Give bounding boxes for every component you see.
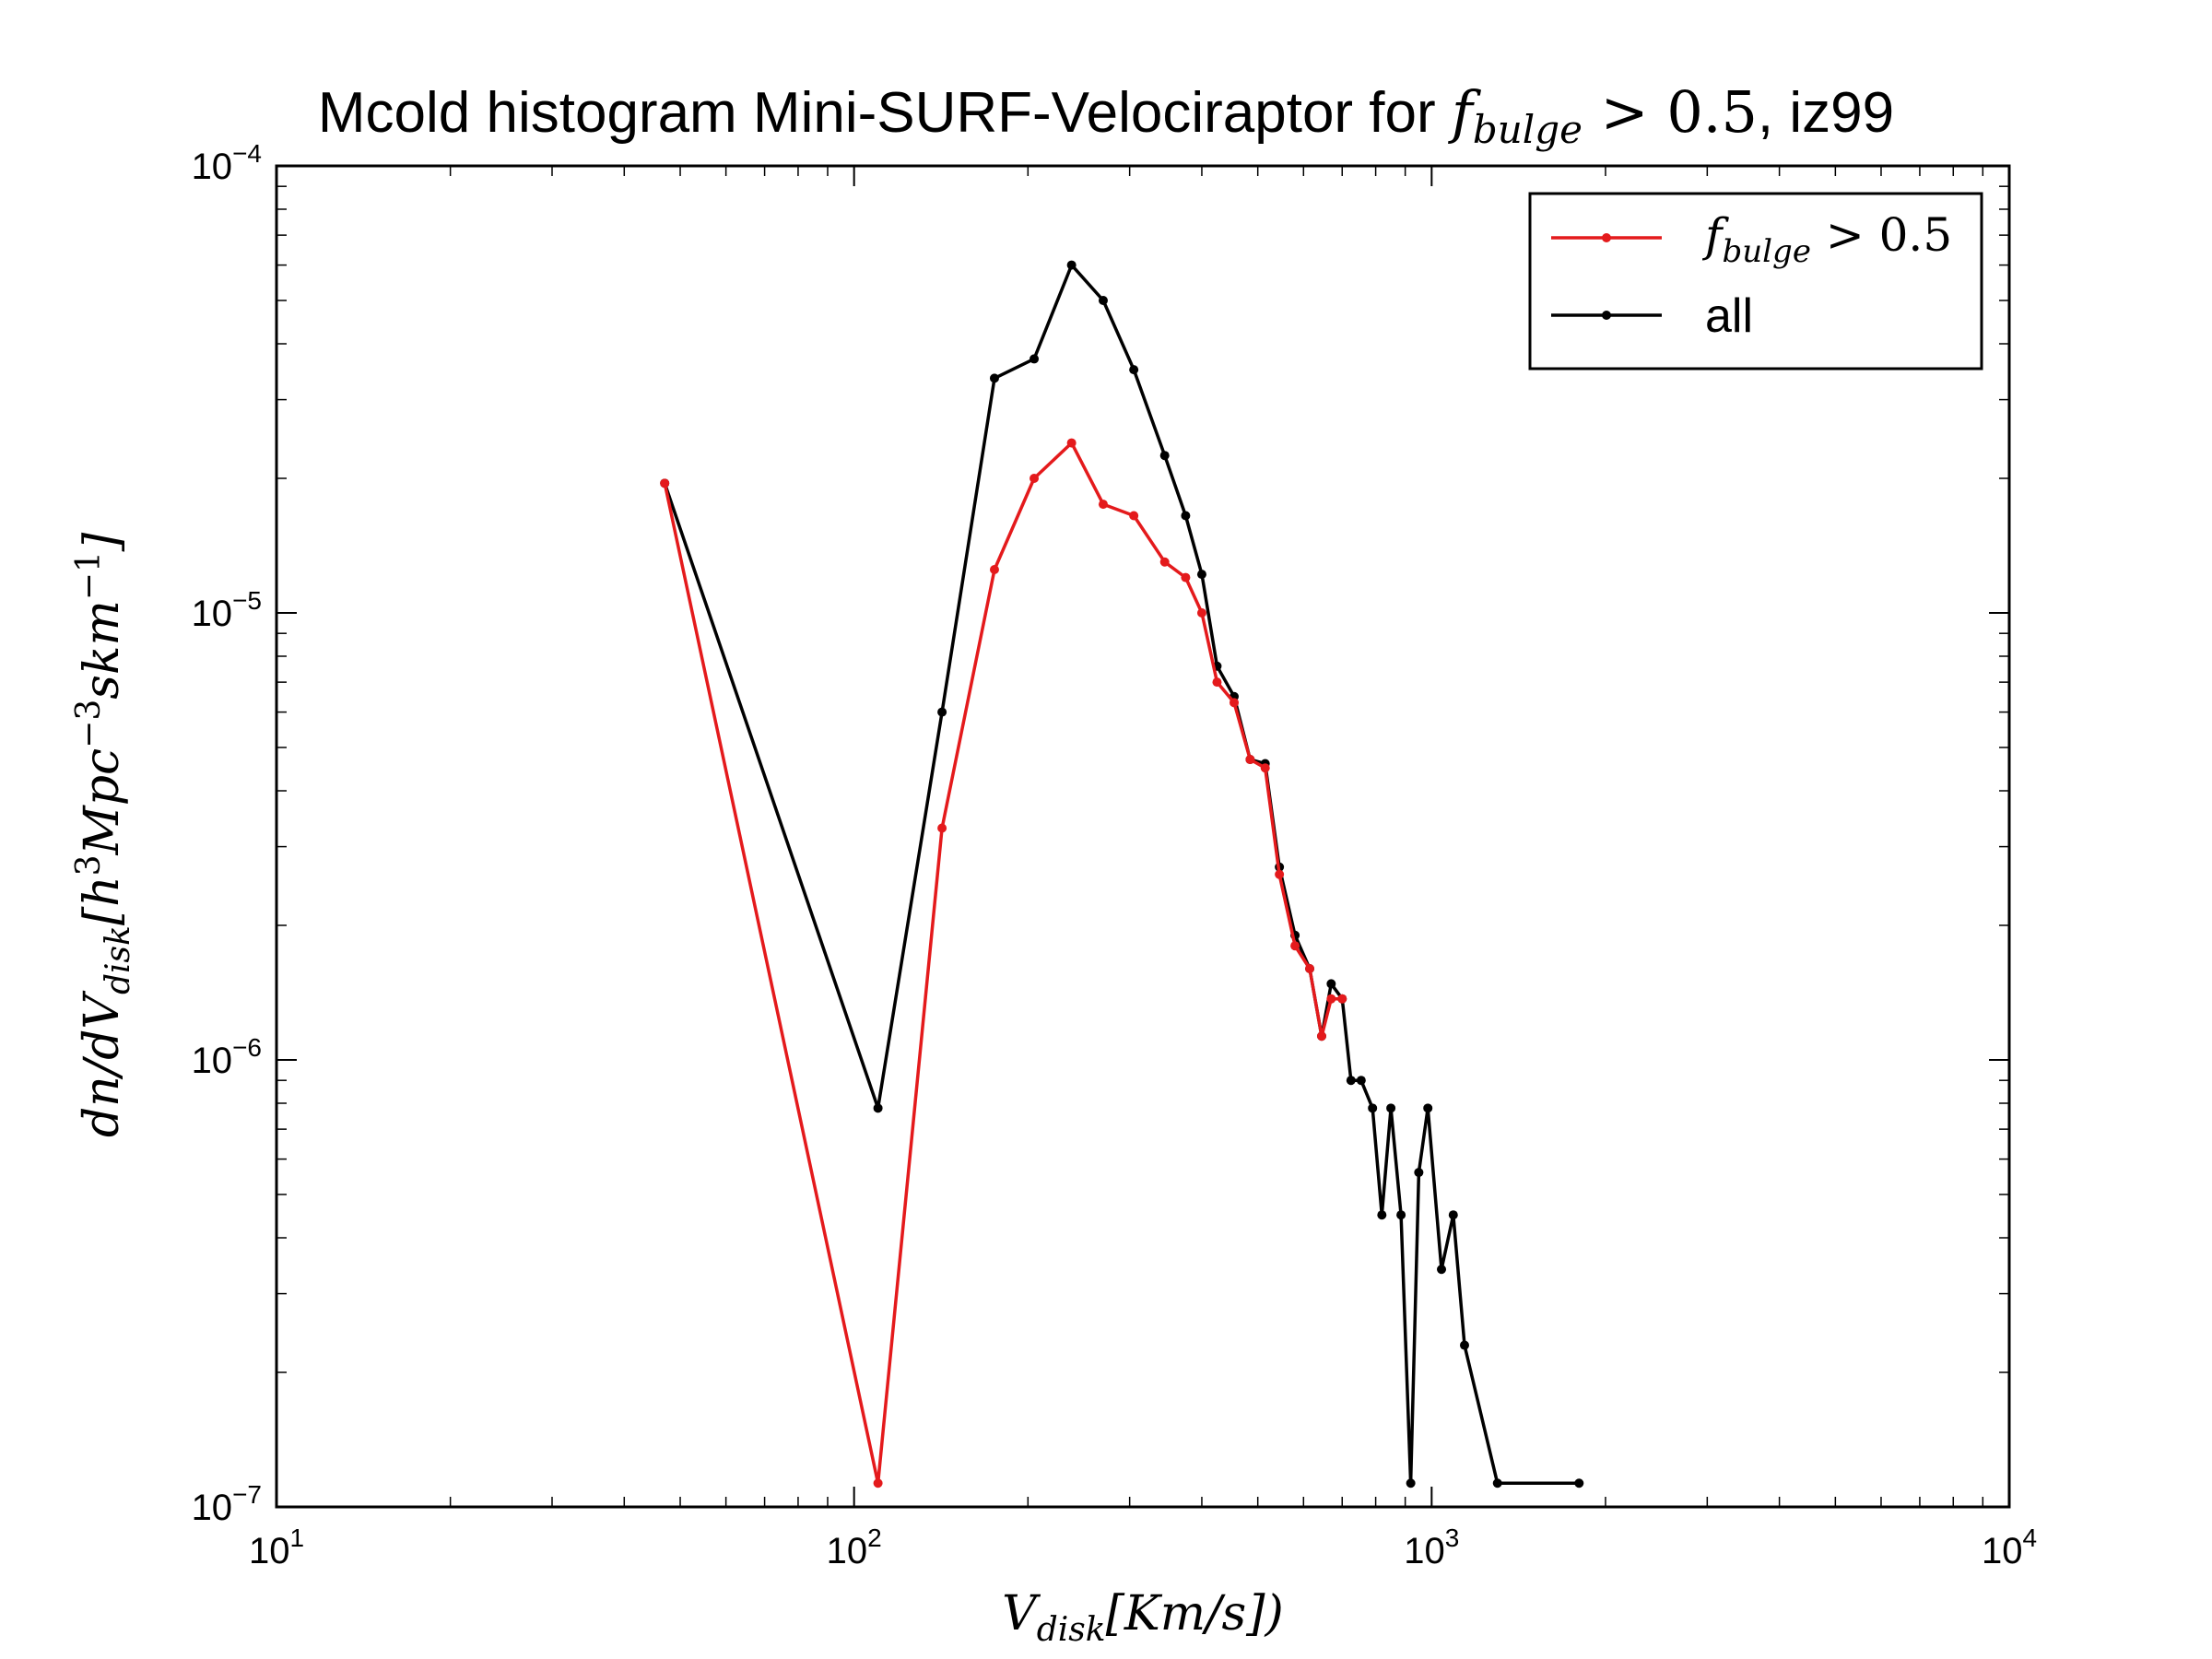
series-all-point [1386, 1103, 1396, 1113]
series-fbulge-point [1245, 755, 1255, 765]
x-tick-label: 101 [249, 1524, 304, 1571]
x-tick-label: 103 [1404, 1524, 1459, 1571]
series-fbulge-point [1030, 474, 1040, 484]
series-all-point [1492, 1478, 1502, 1488]
series-fbulge-point [1230, 698, 1240, 708]
series-all-point [1098, 295, 1108, 305]
series-all-point [873, 1103, 883, 1113]
series-all-point [1406, 1478, 1416, 1488]
y-tick-label: 10−7 [192, 1480, 262, 1528]
series-fbulge-point [1316, 1031, 1326, 1041]
series-fbulge-point [1098, 500, 1108, 510]
chart-title: Mcold histogram Mini-SURF-Velociraptor f… [318, 78, 1894, 152]
series-fbulge-point [1066, 438, 1077, 448]
x-tick-labels: 101 102 103 104 [249, 1524, 2037, 1571]
y-tick-label: 10−4 [192, 139, 262, 187]
x-tick-label: 102 [827, 1524, 882, 1571]
legend-label-fbulge: fbulge > 0.5 [1701, 208, 1952, 270]
series-all-point [1377, 1210, 1387, 1220]
series-fbulge-point [989, 564, 999, 574]
series-fbulge-point [1159, 557, 1170, 567]
series-all-point [1346, 1076, 1356, 1086]
x-axis-label: Vdisk[Km/s]) [1002, 1586, 1284, 1649]
series-fbulge-point [1260, 763, 1270, 773]
series-fbulge-markers [660, 438, 1347, 1488]
legend: fbulge > 0.5 all [1528, 192, 1983, 371]
series-fbulge-point [1305, 964, 1315, 974]
y-tick-label: 10−5 [192, 586, 262, 634]
series-all-point [937, 707, 947, 717]
series-all-point [1459, 1340, 1469, 1350]
y-axis-label: dn/dVdisk[h3Mpc−3skm−1] [70, 532, 137, 1137]
series-fbulge-point [1290, 941, 1300, 951]
series-all-point [1066, 260, 1077, 270]
legend-box [1528, 192, 1983, 371]
series-fbulge-point [1196, 608, 1206, 618]
series-all-point [1396, 1210, 1406, 1220]
series-all-point [1326, 979, 1336, 989]
y-major-ticks [276, 165, 2009, 1508]
series-all-point [1196, 570, 1206, 580]
series-all-point [989, 373, 999, 383]
series-all-point [1574, 1478, 1584, 1488]
series-all-point [1030, 354, 1040, 364]
series-fbulge-point [1129, 511, 1139, 521]
series-all-point [1129, 365, 1139, 375]
series-all-point [1181, 511, 1191, 521]
series-all-point [1423, 1103, 1433, 1113]
series-fbulge-point [1326, 994, 1336, 1004]
y-tick-labels: 10−7 10−6 10−5 10−4 [192, 139, 262, 1528]
series-all-point [1368, 1103, 1378, 1113]
y-tick-label: 10−6 [192, 1033, 262, 1081]
plot-area [275, 164, 2011, 1509]
series-fbulge-point [937, 823, 947, 833]
series-all-point [1448, 1210, 1458, 1220]
series-fbulge-point [1212, 677, 1222, 688]
legend-entry-all: all [1551, 289, 1753, 343]
series-all-point [1414, 1168, 1424, 1178]
series-all-point [1356, 1076, 1366, 1086]
series-fbulge-point [660, 478, 670, 488]
legend-marker-all [1602, 311, 1611, 320]
legend-entry-fbulge: fbulge > 0.5 [1551, 208, 1952, 270]
series-all-point [1159, 451, 1170, 461]
x-major-ticks [276, 166, 2010, 1507]
series-fbulge-point [1275, 869, 1285, 879]
legend-label-all: all [1705, 289, 1753, 343]
series-fbulge-point [1181, 572, 1191, 582]
x-tick-label: 104 [1982, 1524, 2037, 1571]
legend-marker-fbulge [1602, 233, 1611, 242]
series-fbulge-point [873, 1478, 883, 1488]
x-minor-ticks [449, 166, 1984, 1507]
y-minor-ticks [276, 185, 2009, 1373]
series-fbulge-point [1337, 994, 1347, 1004]
series-all-point [1437, 1265, 1447, 1275]
